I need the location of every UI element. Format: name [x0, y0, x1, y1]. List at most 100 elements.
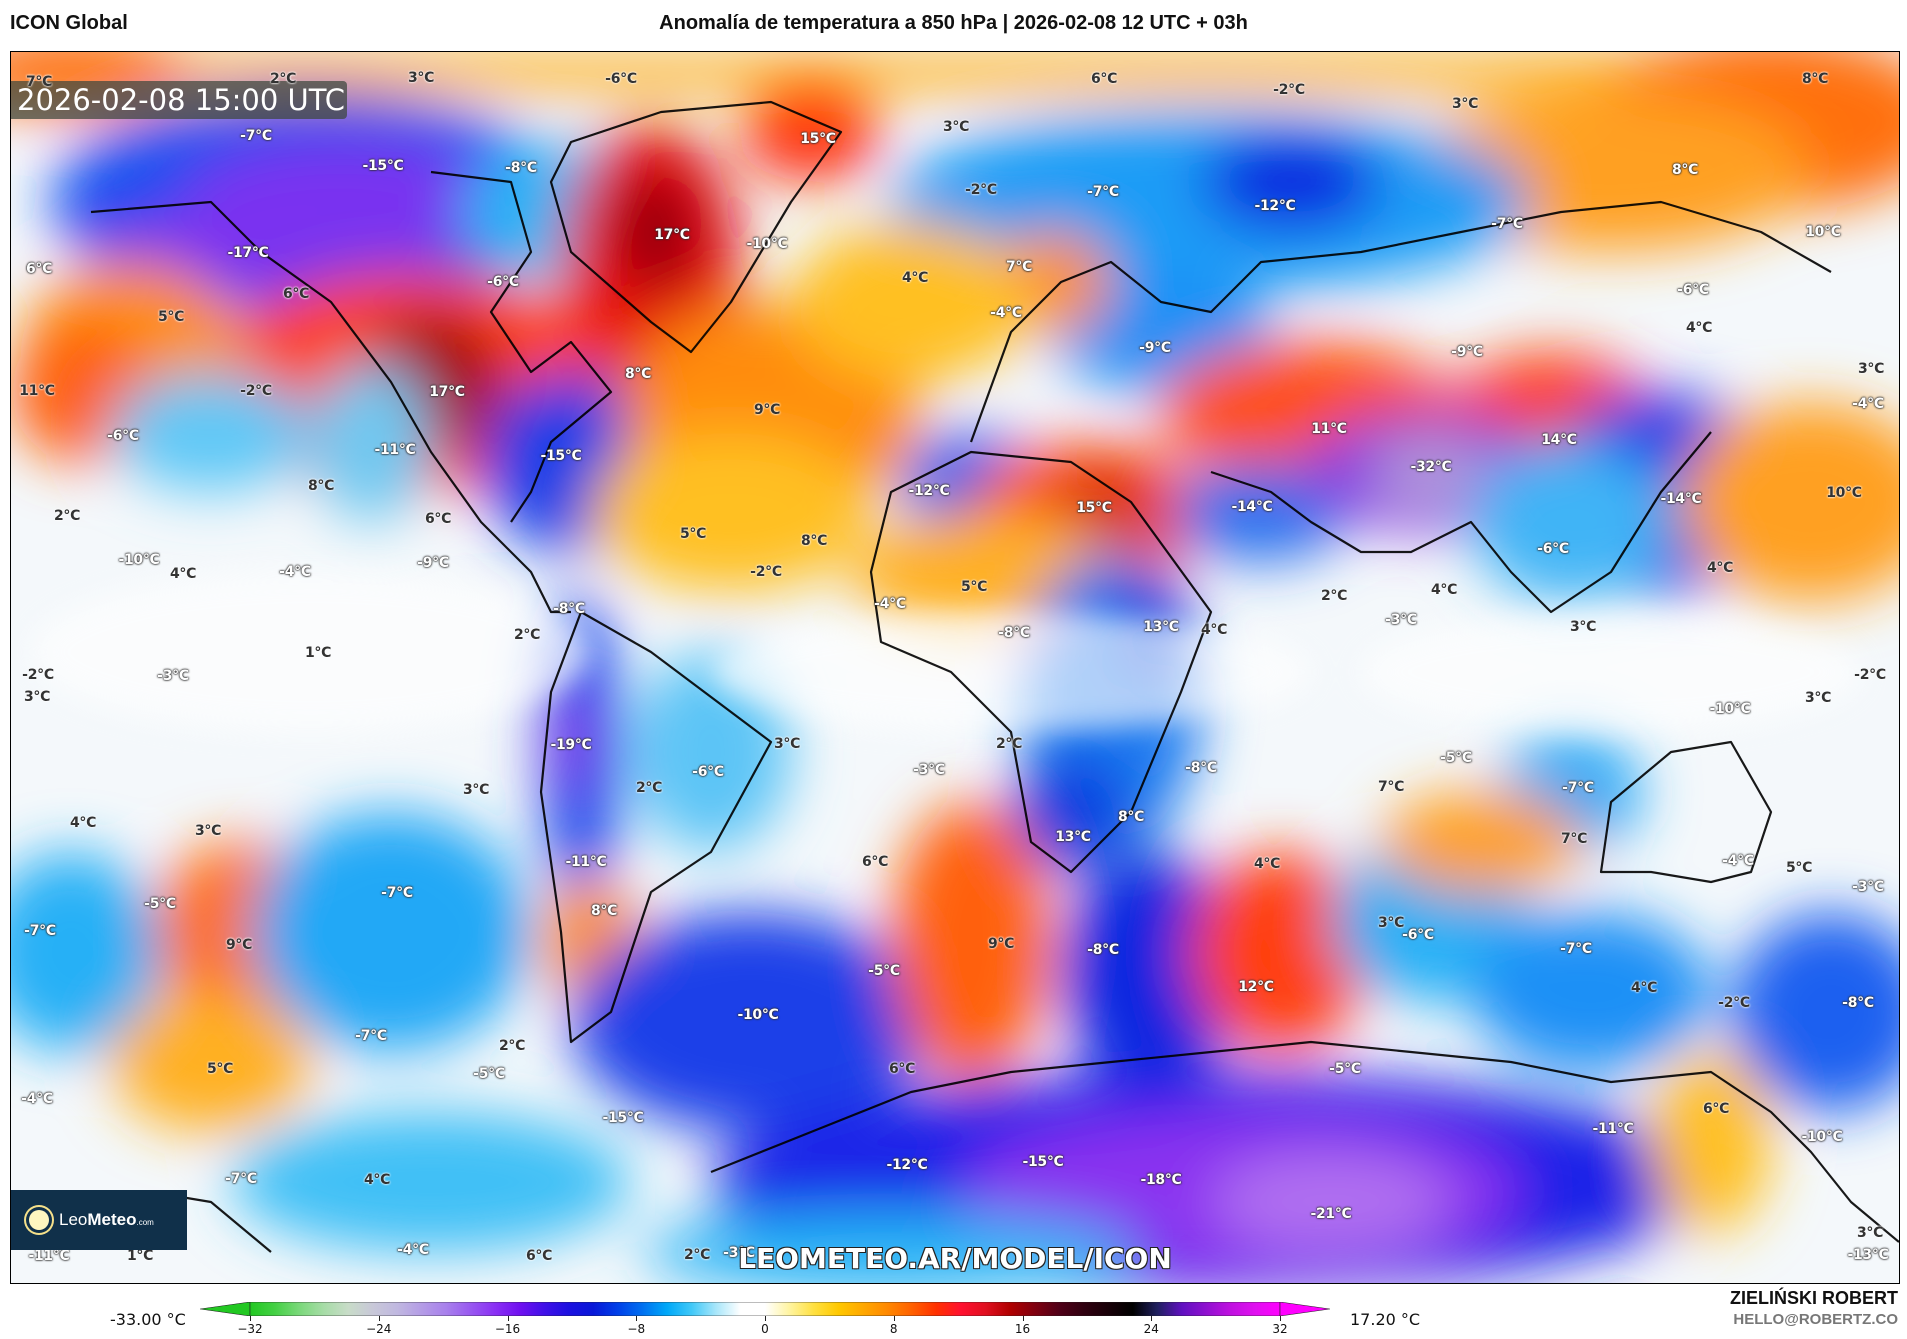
temperature-label: -7°C — [24, 923, 56, 939]
temperature-label: -9°C — [417, 555, 449, 571]
colorbar-max-value: 17.20 °C — [1350, 1310, 1421, 1329]
temperature-label: 14°C — [1541, 432, 1577, 448]
temperature-label: -10°C — [118, 552, 160, 568]
temperature-label: -6°C — [605, 71, 637, 87]
colorbar-gradient — [200, 1302, 1330, 1316]
sun-icon — [29, 1210, 49, 1230]
temperature-label: -8°C — [553, 601, 585, 617]
temperature-label: 4°C — [1685, 320, 1713, 336]
temperature-label: -11°C — [28, 1248, 70, 1264]
temperature-label: -8°C — [1842, 995, 1874, 1011]
author-name: ZIELIŃSKI ROBERT — [1729, 1288, 1898, 1308]
temperature-label: 3°C — [23, 689, 51, 705]
tick-label: −16 — [494, 1322, 521, 1336]
temperature-label: 8°C — [624, 366, 652, 382]
tick-mark — [250, 1316, 251, 1321]
temperature-label: 7°C — [1005, 259, 1033, 275]
temperature-label: -7°C — [240, 128, 272, 144]
temperature-label: 8°C — [1117, 809, 1145, 825]
temperature-label: -2°C — [22, 667, 54, 683]
anomaly-field — [11, 52, 1899, 1283]
temperature-label: 8°C — [590, 903, 618, 919]
temperature-label: 4°C — [1630, 980, 1658, 996]
temperature-label: -15°C — [362, 158, 404, 174]
temperature-label: 9°C — [987, 936, 1015, 952]
model-name: ICON Global — [10, 12, 128, 34]
temperature-label: 8°C — [307, 478, 335, 494]
temperature-label: 8°C — [800, 533, 828, 549]
temperature-label: -5°C — [1440, 750, 1472, 766]
temperature-label: 3°C — [407, 70, 435, 86]
colorbar-ticks: −32 −24 −16 −8 0 8 16 24 32 — [0, 1316, 1907, 1336]
valid-time-badge: 2026-02-08 15:00 UTC — [11, 81, 347, 119]
temperature-label: -8°C — [1185, 760, 1217, 776]
source-watermark: LEOMETEO.AR/MODEL/ICON — [738, 1242, 1172, 1275]
temperature-label: -14°C — [1660, 491, 1702, 507]
temperature-label: 8°C — [1671, 162, 1699, 178]
temperature-label: -6°C — [1402, 927, 1434, 943]
temperature-label: 4°C — [1253, 856, 1281, 872]
temperature-label: -19°C — [550, 737, 592, 753]
temperature-label: 5°C — [206, 1061, 234, 1077]
temperature-label: 5°C — [960, 579, 988, 595]
temperature-label: -2°C — [1854, 667, 1886, 683]
temperature-label: 3°C — [194, 823, 222, 839]
temperature-label: 3°C — [942, 119, 970, 135]
temperature-label: -15°C — [540, 448, 582, 464]
temperature-label: -5°C — [144, 896, 176, 912]
temperature-label: -15°C — [1022, 1154, 1064, 1170]
temperature-label: -6°C — [487, 274, 519, 290]
temperature-label: -6°C — [107, 428, 139, 444]
temperature-label: -3°C — [1852, 879, 1884, 895]
temperature-label: -13°C — [1847, 1247, 1889, 1263]
temperature-label: -4°C — [279, 564, 311, 580]
temperature-label: -14°C — [1231, 499, 1273, 515]
temperature-label: -7°C — [355, 1028, 387, 1044]
temperature-label: -11°C — [374, 442, 416, 458]
temperature-label: 9°C — [225, 937, 253, 953]
temperature-label: 1°C — [304, 645, 332, 661]
temperature-label: -2°C — [965, 182, 997, 198]
temperature-label: 4°C — [901, 270, 929, 286]
temperature-label: 6°C — [888, 1061, 916, 1077]
temperature-label: 2°C — [269, 71, 297, 87]
temperature-label: 3°C — [1857, 361, 1885, 377]
author-credit: ZIELIŃSKI ROBERT HELLO@ROBERTZ.CO — [1730, 1288, 1898, 1328]
tick-label: −8 — [627, 1322, 646, 1336]
temperature-label: 6°C — [1090, 71, 1118, 87]
temperature-label: -21°C — [1310, 1206, 1352, 1222]
temperature-label: -12°C — [1254, 198, 1296, 214]
temperature-label: 3°C — [462, 782, 490, 798]
min-arrow — [200, 1302, 251, 1316]
temperature-label: -4°C — [21, 1091, 53, 1107]
temperature-label: -10°C — [1709, 701, 1751, 717]
temperature-label: 2°C — [683, 1247, 711, 1263]
temperature-label: 15°C — [1076, 500, 1112, 516]
temperature-label: -6°C — [1537, 541, 1569, 557]
tick-label: 0 — [761, 1322, 769, 1336]
temperature-label: -3°C — [157, 668, 189, 684]
leometeo-logo[interactable]: LeoMeteo.com — [11, 1190, 187, 1250]
temperature-label: -8°C — [998, 625, 1030, 641]
tick-mark — [1022, 1316, 1024, 1321]
tick-mark — [1151, 1316, 1153, 1321]
temperature-label: -4°C — [397, 1242, 429, 1258]
temperature-label: -7°C — [1491, 216, 1523, 232]
temperature-label: -9°C — [1139, 340, 1171, 356]
temperature-label: -11°C — [1592, 1121, 1634, 1137]
temperature-label: -4°C — [1852, 396, 1884, 412]
temperature-label: 11°C — [1311, 421, 1347, 437]
temperature-label: -7°C — [225, 1171, 257, 1187]
temperature-label: -7°C — [1562, 780, 1594, 796]
temperature-label: -5°C — [473, 1066, 505, 1082]
temperature-label: -6°C — [1677, 282, 1709, 298]
temperature-label: 6°C — [861, 854, 889, 870]
tick-mark — [636, 1316, 638, 1321]
temperature-label: -6°C — [692, 764, 724, 780]
temperature-label: -5°C — [868, 963, 900, 979]
temperature-label: -2°C — [240, 383, 272, 399]
temperature-label: 12°C — [1238, 979, 1274, 995]
temperature-label: 17°C — [429, 384, 465, 400]
temperature-anomaly-map[interactable]: 2026-02-08 15:00 UTC 7°C 2°C 3°C -6°C 6°C -2°… — [10, 51, 1900, 1284]
author-email[interactable]: HELLO@ROBERTZ.CO — [1733, 1311, 1898, 1328]
